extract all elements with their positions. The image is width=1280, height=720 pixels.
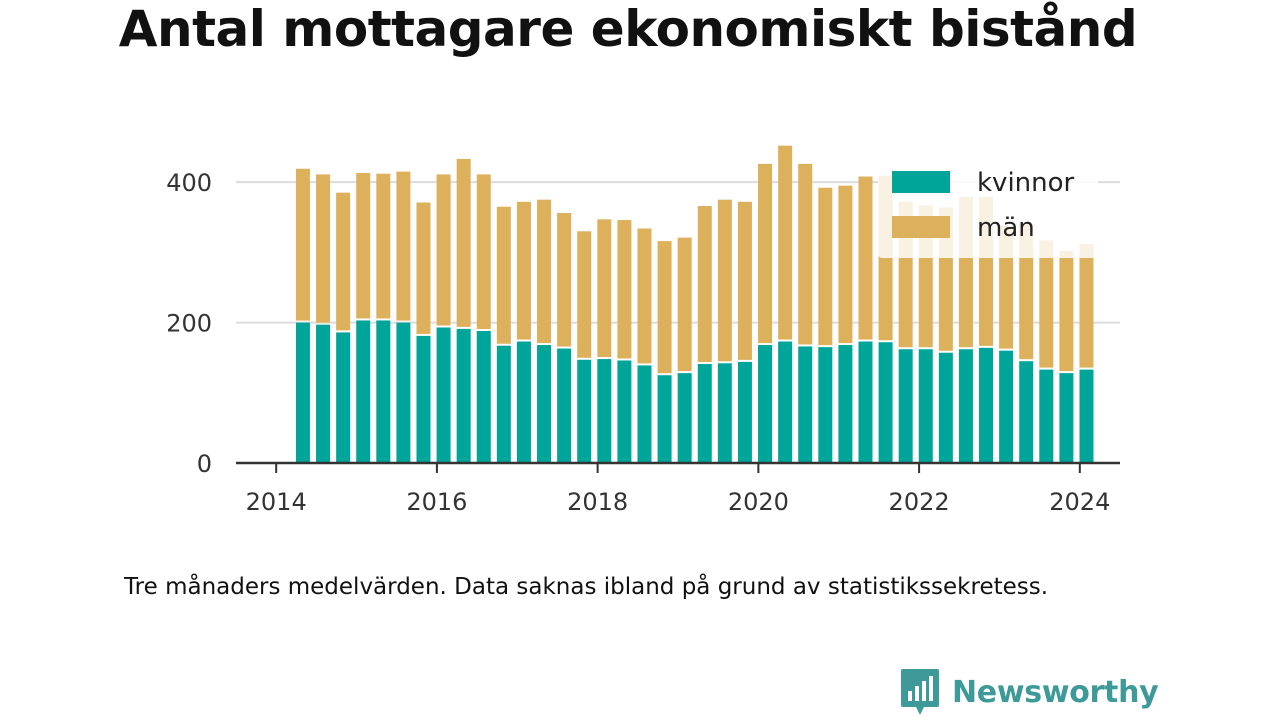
bar-män — [476, 174, 491, 329]
legend-label-kvinnor: kvinnor — [977, 168, 1075, 198]
bar-kvinnor — [818, 347, 833, 463]
bar-män — [557, 213, 572, 347]
y-tick-label: 0 — [197, 450, 212, 478]
x-tick-label: 2018 — [567, 488, 628, 516]
bar-kvinnor — [516, 341, 531, 463]
bar-kvinnor — [1039, 369, 1054, 463]
bar-män — [516, 201, 531, 340]
bar-män — [717, 199, 732, 362]
bar-män — [396, 171, 411, 321]
bar-män — [295, 168, 310, 321]
bar-kvinnor — [657, 375, 672, 463]
bar-män — [436, 174, 451, 326]
bar-män — [798, 163, 813, 345]
bar-män — [758, 163, 773, 344]
bar-kvinnor — [878, 342, 893, 463]
bar-kvinnor — [496, 345, 511, 463]
bar-kvinnor — [778, 341, 793, 463]
bar-kvinnor — [456, 328, 471, 463]
bar-män — [336, 192, 351, 331]
bar-kvinnor — [898, 349, 913, 463]
bar-män — [637, 228, 652, 364]
bar-kvinnor — [637, 365, 652, 463]
bars — [295, 145, 1094, 463]
bar-kvinnor — [597, 359, 612, 463]
x-tick-label: 2014 — [246, 488, 307, 516]
bar-kvinnor — [938, 352, 953, 463]
bar-kvinnor — [677, 373, 692, 463]
bar-män — [1059, 250, 1074, 372]
legend-label-män: män — [977, 213, 1035, 243]
bar-män — [416, 202, 431, 334]
bar-kvinnor — [295, 322, 310, 463]
y-tick-label: 200 — [166, 310, 212, 338]
bar-män — [376, 173, 391, 319]
bar-män — [316, 174, 331, 323]
bar-män — [838, 185, 853, 344]
newsworthy-logo-icon — [901, 669, 939, 715]
x-tick-label: 2022 — [889, 488, 950, 516]
bar-kvinnor — [758, 345, 773, 463]
bar-kvinnor — [858, 341, 873, 463]
bar-kvinnor — [958, 349, 973, 463]
bar-kvinnor — [979, 347, 994, 463]
bar-kvinnor — [1079, 369, 1094, 463]
bar-kvinnor — [838, 345, 853, 463]
bar-män — [697, 206, 712, 362]
bar-kvinnor — [537, 345, 552, 463]
bar-män — [1039, 240, 1054, 368]
bar-män — [737, 201, 752, 360]
bar-män — [356, 173, 371, 319]
x-tick-label: 2016 — [406, 488, 467, 516]
bar-kvinnor — [999, 350, 1014, 463]
bar-män — [778, 145, 793, 340]
bar-kvinnor — [697, 363, 712, 463]
bar-kvinnor — [717, 363, 732, 463]
bar-män — [657, 241, 672, 374]
bar-kvinnor — [1059, 373, 1074, 463]
bar-män — [597, 219, 612, 358]
bar-kvinnor — [557, 348, 572, 463]
x-tick-label: 2020 — [728, 488, 789, 516]
chart-title: Antal mottagare ekonomiskt bistånd — [118, 0, 1138, 58]
y-tick-label: 400 — [166, 169, 212, 197]
chart-caption: Tre månaders medelvärden. Data saknas ib… — [124, 574, 1049, 600]
bar-män — [858, 176, 873, 340]
bar-kvinnor — [356, 320, 371, 463]
bar-kvinnor — [918, 349, 933, 463]
brand-logo[interactable]: Newsworthy — [900, 668, 1159, 716]
bar-kvinnor — [1019, 361, 1034, 463]
bar-män — [456, 158, 471, 327]
axes: 0 200 400 2014 2016 2018 2020 2022 2024 — [166, 169, 1120, 516]
bar-kvinnor — [396, 322, 411, 463]
bar-män — [677, 237, 692, 372]
bar-kvinnor — [316, 324, 331, 463]
bar-män — [496, 206, 511, 344]
x-tick-label: 2024 — [1049, 488, 1110, 516]
bar-kvinnor — [416, 335, 431, 463]
bar-kvinnor — [376, 320, 391, 463]
bar-kvinnor — [617, 360, 632, 463]
bar-kvinnor — [476, 330, 491, 463]
brand-name: Newsworthy — [952, 674, 1159, 710]
legend-swatch-kvinnor — [892, 171, 950, 193]
bar-kvinnor — [577, 359, 592, 463]
bar-män — [617, 220, 632, 359]
bar-män — [1079, 243, 1094, 368]
bar-män — [537, 199, 552, 344]
bar-kvinnor — [798, 346, 813, 463]
bar-kvinnor — [436, 327, 451, 463]
legend: kvinnor män — [878, 158, 1098, 258]
bar-män — [818, 187, 833, 346]
bar-kvinnor — [737, 361, 752, 463]
bar-kvinnor — [336, 332, 351, 463]
legend-swatch-män — [892, 216, 950, 238]
bar-män — [577, 231, 592, 358]
